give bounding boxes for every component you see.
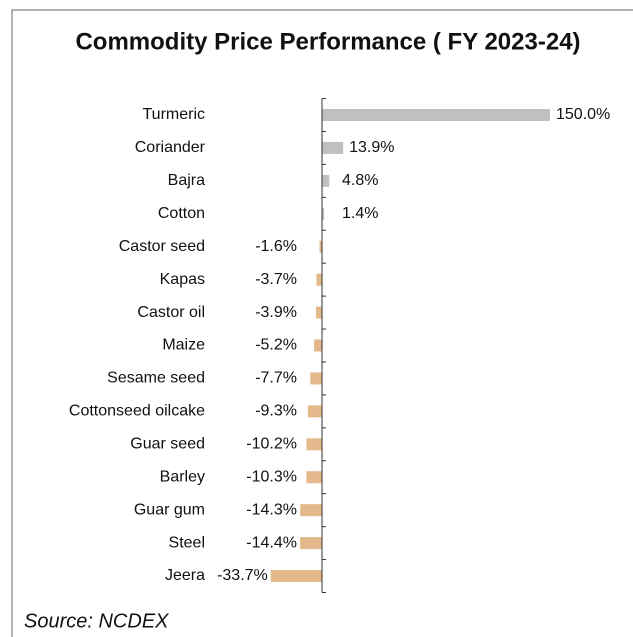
- category-label: Turmeric: [142, 106, 205, 123]
- bar: [322, 174, 330, 187]
- bar: [306, 438, 322, 451]
- category-label: Sesame seed: [107, 370, 205, 387]
- bar: [316, 306, 322, 319]
- value-label: -1.6%: [255, 238, 297, 255]
- category-label: Bajra: [168, 172, 205, 189]
- bar: [322, 141, 344, 154]
- value-label: -3.7%: [255, 271, 297, 288]
- category-label: Maize: [162, 337, 205, 354]
- bar: [300, 537, 322, 550]
- category-label: Steel: [169, 534, 205, 551]
- value-label: -14.4%: [246, 534, 297, 551]
- bar: [322, 109, 550, 121]
- bar: [322, 207, 325, 220]
- value-label: 150.0%: [556, 106, 610, 123]
- frame: [11, 9, 633, 637]
- category-label: Castor seed: [119, 238, 205, 255]
- bar: [319, 240, 322, 253]
- category-label: Cotton: [158, 205, 205, 222]
- value-label: 13.9%: [349, 139, 394, 156]
- value-label: 1.4%: [342, 205, 378, 222]
- value-label: 4.8%: [342, 172, 378, 189]
- category-label: Kapas: [160, 271, 205, 288]
- category-label: Guar gum: [134, 501, 205, 518]
- category-label: Castor oil: [137, 304, 205, 321]
- source: Source: NCDEX: [24, 610, 169, 632]
- bar: [314, 339, 322, 352]
- bar: [306, 471, 322, 484]
- value-label: -7.7%: [255, 370, 297, 387]
- value-label: -10.2%: [246, 436, 297, 453]
- bar: [270, 570, 322, 583]
- value-label: -14.3%: [246, 501, 297, 518]
- category-label: Barley: [160, 468, 205, 485]
- category-label: Coriander: [135, 139, 206, 156]
- value-label: -9.3%: [255, 403, 297, 420]
- category-label: Jeera: [165, 567, 205, 584]
- chart-title: Commodity Price Performance ( FY 2023-24…: [75, 28, 580, 55]
- bar: [300, 504, 322, 517]
- bar: [307, 405, 322, 418]
- bar: [310, 372, 322, 385]
- value-label: -10.3%: [246, 468, 297, 485]
- category-label: Guar seed: [130, 436, 205, 453]
- value-label: -33.7%: [217, 567, 268, 584]
- value-label: -3.9%: [255, 304, 297, 321]
- category-label: Cottonseed oilcake: [69, 403, 205, 420]
- bar: [316, 273, 322, 286]
- value-label: -5.2%: [255, 337, 297, 354]
